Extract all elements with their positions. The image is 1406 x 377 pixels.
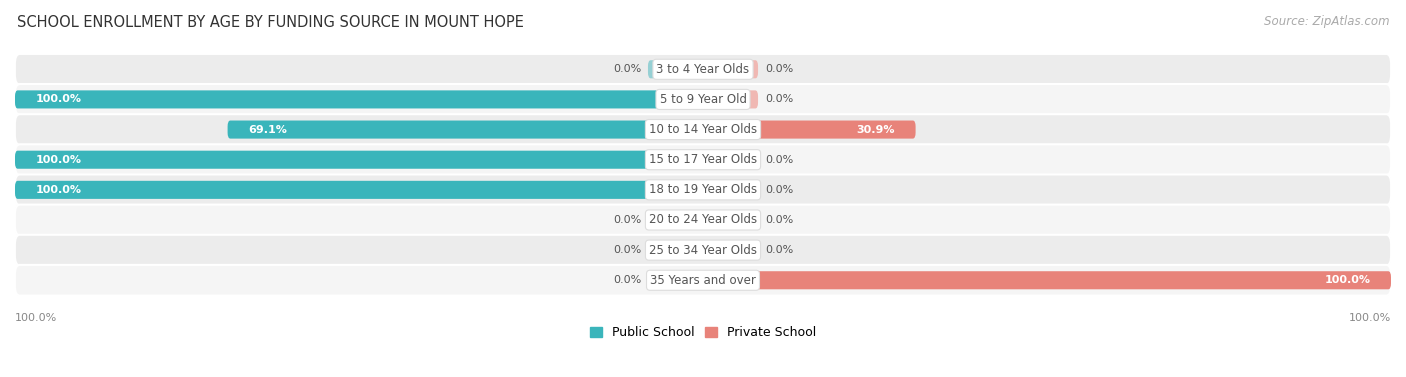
FancyBboxPatch shape xyxy=(15,54,1391,85)
FancyBboxPatch shape xyxy=(648,241,703,259)
FancyBboxPatch shape xyxy=(703,181,758,199)
Text: 0.0%: 0.0% xyxy=(613,275,641,285)
Text: 18 to 19 Year Olds: 18 to 19 Year Olds xyxy=(650,183,756,196)
FancyBboxPatch shape xyxy=(15,84,1391,115)
FancyBboxPatch shape xyxy=(15,205,1391,235)
FancyBboxPatch shape xyxy=(15,235,1391,265)
Text: 15 to 17 Year Olds: 15 to 17 Year Olds xyxy=(650,153,756,166)
Text: 0.0%: 0.0% xyxy=(765,185,793,195)
Text: 35 Years and over: 35 Years and over xyxy=(650,274,756,287)
Text: 10 to 14 Year Olds: 10 to 14 Year Olds xyxy=(650,123,756,136)
Text: 20 to 24 Year Olds: 20 to 24 Year Olds xyxy=(650,213,756,227)
Text: 100.0%: 100.0% xyxy=(15,313,58,323)
FancyBboxPatch shape xyxy=(15,144,1391,175)
Text: SCHOOL ENROLLMENT BY AGE BY FUNDING SOURCE IN MOUNT HOPE: SCHOOL ENROLLMENT BY AGE BY FUNDING SOUR… xyxy=(17,15,524,30)
FancyBboxPatch shape xyxy=(15,90,703,109)
Text: 0.0%: 0.0% xyxy=(613,64,641,74)
Text: 0.0%: 0.0% xyxy=(765,215,793,225)
Text: 100.0%: 100.0% xyxy=(1324,275,1371,285)
FancyBboxPatch shape xyxy=(703,151,758,169)
Text: 3 to 4 Year Olds: 3 to 4 Year Olds xyxy=(657,63,749,76)
Text: 100.0%: 100.0% xyxy=(35,185,82,195)
FancyBboxPatch shape xyxy=(703,271,1391,289)
FancyBboxPatch shape xyxy=(703,121,915,139)
Text: 0.0%: 0.0% xyxy=(613,215,641,225)
FancyBboxPatch shape xyxy=(703,60,758,78)
FancyBboxPatch shape xyxy=(648,211,703,229)
Text: 0.0%: 0.0% xyxy=(765,245,793,255)
Text: 25 to 34 Year Olds: 25 to 34 Year Olds xyxy=(650,244,756,257)
Text: 100.0%: 100.0% xyxy=(1348,313,1391,323)
FancyBboxPatch shape xyxy=(648,60,703,78)
Text: 69.1%: 69.1% xyxy=(249,124,287,135)
Text: 0.0%: 0.0% xyxy=(613,245,641,255)
FancyBboxPatch shape xyxy=(15,114,1391,145)
FancyBboxPatch shape xyxy=(648,271,703,289)
Text: 100.0%: 100.0% xyxy=(35,155,82,165)
Legend: Public School, Private School: Public School, Private School xyxy=(585,321,821,344)
Text: 0.0%: 0.0% xyxy=(765,155,793,165)
Text: 5 to 9 Year Old: 5 to 9 Year Old xyxy=(659,93,747,106)
Text: 100.0%: 100.0% xyxy=(35,94,82,104)
Text: 0.0%: 0.0% xyxy=(765,64,793,74)
FancyBboxPatch shape xyxy=(15,181,703,199)
FancyBboxPatch shape xyxy=(15,151,703,169)
Text: Source: ZipAtlas.com: Source: ZipAtlas.com xyxy=(1264,15,1389,28)
FancyBboxPatch shape xyxy=(15,265,1391,296)
FancyBboxPatch shape xyxy=(15,175,1391,205)
Text: 30.9%: 30.9% xyxy=(856,124,896,135)
FancyBboxPatch shape xyxy=(703,211,758,229)
FancyBboxPatch shape xyxy=(703,90,758,109)
Text: 0.0%: 0.0% xyxy=(765,94,793,104)
FancyBboxPatch shape xyxy=(228,121,703,139)
FancyBboxPatch shape xyxy=(703,241,758,259)
